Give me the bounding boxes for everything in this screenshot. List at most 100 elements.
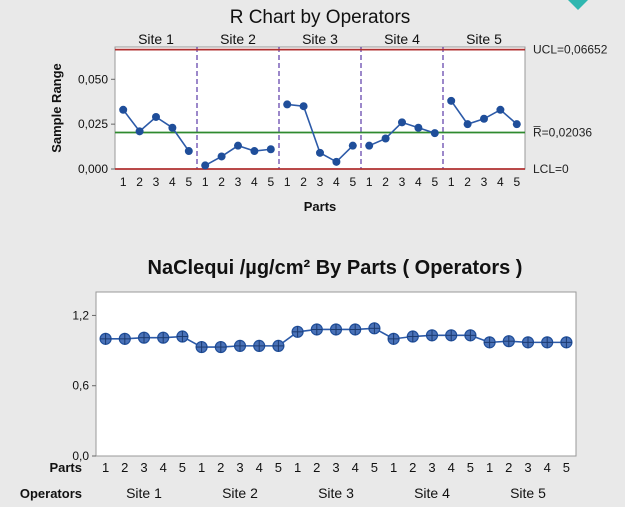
nacl-chart-x-tick-label: 3 xyxy=(140,460,147,475)
r-chart-title: R Chart by Operators xyxy=(230,7,411,28)
r-chart-y-tick-label: 0,050 xyxy=(78,72,108,86)
r-chart-x-tick-label: 5 xyxy=(185,175,192,189)
r-chart-point xyxy=(348,141,357,150)
nacl-chart-title: NaClequi /µg/cm² By Parts ( Operators ) xyxy=(148,257,523,279)
nacl-chart-x-tick-label: 5 xyxy=(371,460,378,475)
nacl-chart-point xyxy=(195,340,208,354)
nacl-chart-x-tick-label: 1 xyxy=(102,460,109,475)
nacl-chart-point xyxy=(157,331,170,344)
r-chart-ylabel: Sample Range xyxy=(49,63,64,153)
nacl-chart-operators-label: Operators xyxy=(20,486,82,501)
nacl-chart-x-tick-label: 4 xyxy=(352,460,359,475)
nacl-chart-x-tick-label: 1 xyxy=(486,460,493,475)
nacl-chart-point xyxy=(310,323,323,336)
r-chart-point xyxy=(184,147,193,156)
r-chart-y-tick-label: 0,000 xyxy=(78,162,108,176)
nacl-chart-point xyxy=(214,340,227,354)
r-chart-limit-label: R̅=0,02036 xyxy=(533,125,592,139)
r-chart-point xyxy=(234,141,242,150)
r-chart-point xyxy=(299,102,308,111)
nacl-chart-point xyxy=(560,336,573,349)
nacl-chart-x-tick-label: 5 xyxy=(275,460,282,475)
r-chart-x-tick-label: 5 xyxy=(349,175,356,189)
nacl-chart-x-tick-label: 2 xyxy=(217,460,224,475)
r-chart-x-tick-label: 1 xyxy=(120,175,127,189)
r-chart-point xyxy=(512,120,521,129)
nacl-chart-group-label: Site 4 xyxy=(414,485,450,501)
r-chart-xlabel: Parts xyxy=(304,199,337,214)
r-chart-x-tick-label: 2 xyxy=(218,175,225,189)
nacl-chart-x-tick-label: 3 xyxy=(524,460,531,475)
nacl-chart-x-tick-label: 2 xyxy=(313,460,320,475)
r-chart-x-tick-label: 2 xyxy=(136,175,143,189)
r-chart-x-tick-label: 2 xyxy=(300,175,307,189)
nacl-chart-x-tick-label: 4 xyxy=(256,460,263,475)
nacl-chart-point xyxy=(387,332,400,345)
r-chart-point xyxy=(266,145,275,154)
r-chart-point xyxy=(447,96,456,105)
r-chart-x-tick-label: 1 xyxy=(284,175,291,189)
nacl-chart-x-tick-label: 4 xyxy=(160,460,167,475)
nacl-chart-x-tick-label: 2 xyxy=(409,460,416,475)
nacl-chart-x-tick-label: 2 xyxy=(505,460,512,475)
r-chart-point xyxy=(496,105,505,114)
r-chart-x-tick-label: 4 xyxy=(333,175,340,189)
nacl-chart-point xyxy=(541,336,554,349)
r-chart-point xyxy=(430,129,439,138)
nacl-chart-x-tick-label: 4 xyxy=(448,460,455,475)
nacl-chart-x-tick-label: 3 xyxy=(236,460,243,475)
nacl-chart-point xyxy=(464,329,477,342)
r-chart-point xyxy=(480,114,488,123)
nacl-chart-point xyxy=(233,339,247,352)
r-chart-x-tick-label: 2 xyxy=(464,175,471,189)
nacl-chart-point xyxy=(483,336,496,349)
nacl-chart-point xyxy=(502,335,515,348)
r-chart-x-tick-label: 3 xyxy=(317,175,324,189)
r-chart-point xyxy=(250,147,259,156)
nacl-chart-x-tick-label: 5 xyxy=(179,460,186,475)
r-chart-point xyxy=(135,127,144,136)
nacl-chart-point xyxy=(368,322,381,335)
r-chart-group-label: Site 3 xyxy=(302,31,338,47)
nacl-chart-point xyxy=(253,339,266,352)
r-chart-limit-label: UCL=0,06652 xyxy=(533,43,608,57)
nacl-chart-x-tick-label: 3 xyxy=(428,460,435,475)
corner-accent-icon xyxy=(568,0,588,10)
r-chart-x-tick-label: 4 xyxy=(169,175,176,189)
r-chart-point xyxy=(398,118,406,127)
r-chart-point xyxy=(381,134,390,143)
r-chart-group-label: Site 5 xyxy=(466,31,502,47)
nacl-chart-x-tick-label: 1 xyxy=(198,460,205,475)
r-chart-limit-label: LCL=0 xyxy=(533,162,569,176)
r-chart-point xyxy=(217,152,226,161)
r-chart-x-tick-label: 3 xyxy=(153,175,160,189)
nacl-chart-point xyxy=(291,325,304,338)
nacl-chart-plot-area xyxy=(95,291,577,457)
r-chart-x-tick-label: 1 xyxy=(448,175,455,189)
r-chart-group-label: Site 4 xyxy=(384,31,420,47)
nacl-chart-point xyxy=(445,329,458,342)
r-chart-x-tick-label: 3 xyxy=(235,175,242,189)
nacl-chart-point xyxy=(329,323,343,336)
nacl-chart-point xyxy=(118,332,131,345)
r-chart-x-tick-label: 2 xyxy=(382,175,389,189)
r-chart-y-tick-label: 0,025 xyxy=(78,117,108,131)
r-chart-point xyxy=(332,157,341,166)
r-chart-x-tick-label: 4 xyxy=(497,175,504,189)
nacl-chart-group-label: Site 1 xyxy=(126,485,162,501)
r-chart-x-tick-label: 4 xyxy=(415,175,422,189)
nacl-chart-y-tick-label: 1,2 xyxy=(72,308,89,322)
r-chart-point xyxy=(119,105,128,114)
nacl-chart-point xyxy=(137,331,151,344)
nacl-chart-y-tick-label: 0,6 xyxy=(72,379,89,393)
r-chart-point xyxy=(201,161,210,170)
nacl-chart-point xyxy=(521,336,535,349)
nacl-chart-point xyxy=(406,330,419,343)
nacl-chart-x-tick-label: 4 xyxy=(544,460,551,475)
nacl-chart-point xyxy=(349,323,362,336)
r-chart-group-label: Site 1 xyxy=(138,31,174,47)
nacl-chart-x-tick-label: 3 xyxy=(332,460,339,475)
r-chart-point xyxy=(283,100,292,109)
r-chart-x-tick-label: 5 xyxy=(431,175,438,189)
